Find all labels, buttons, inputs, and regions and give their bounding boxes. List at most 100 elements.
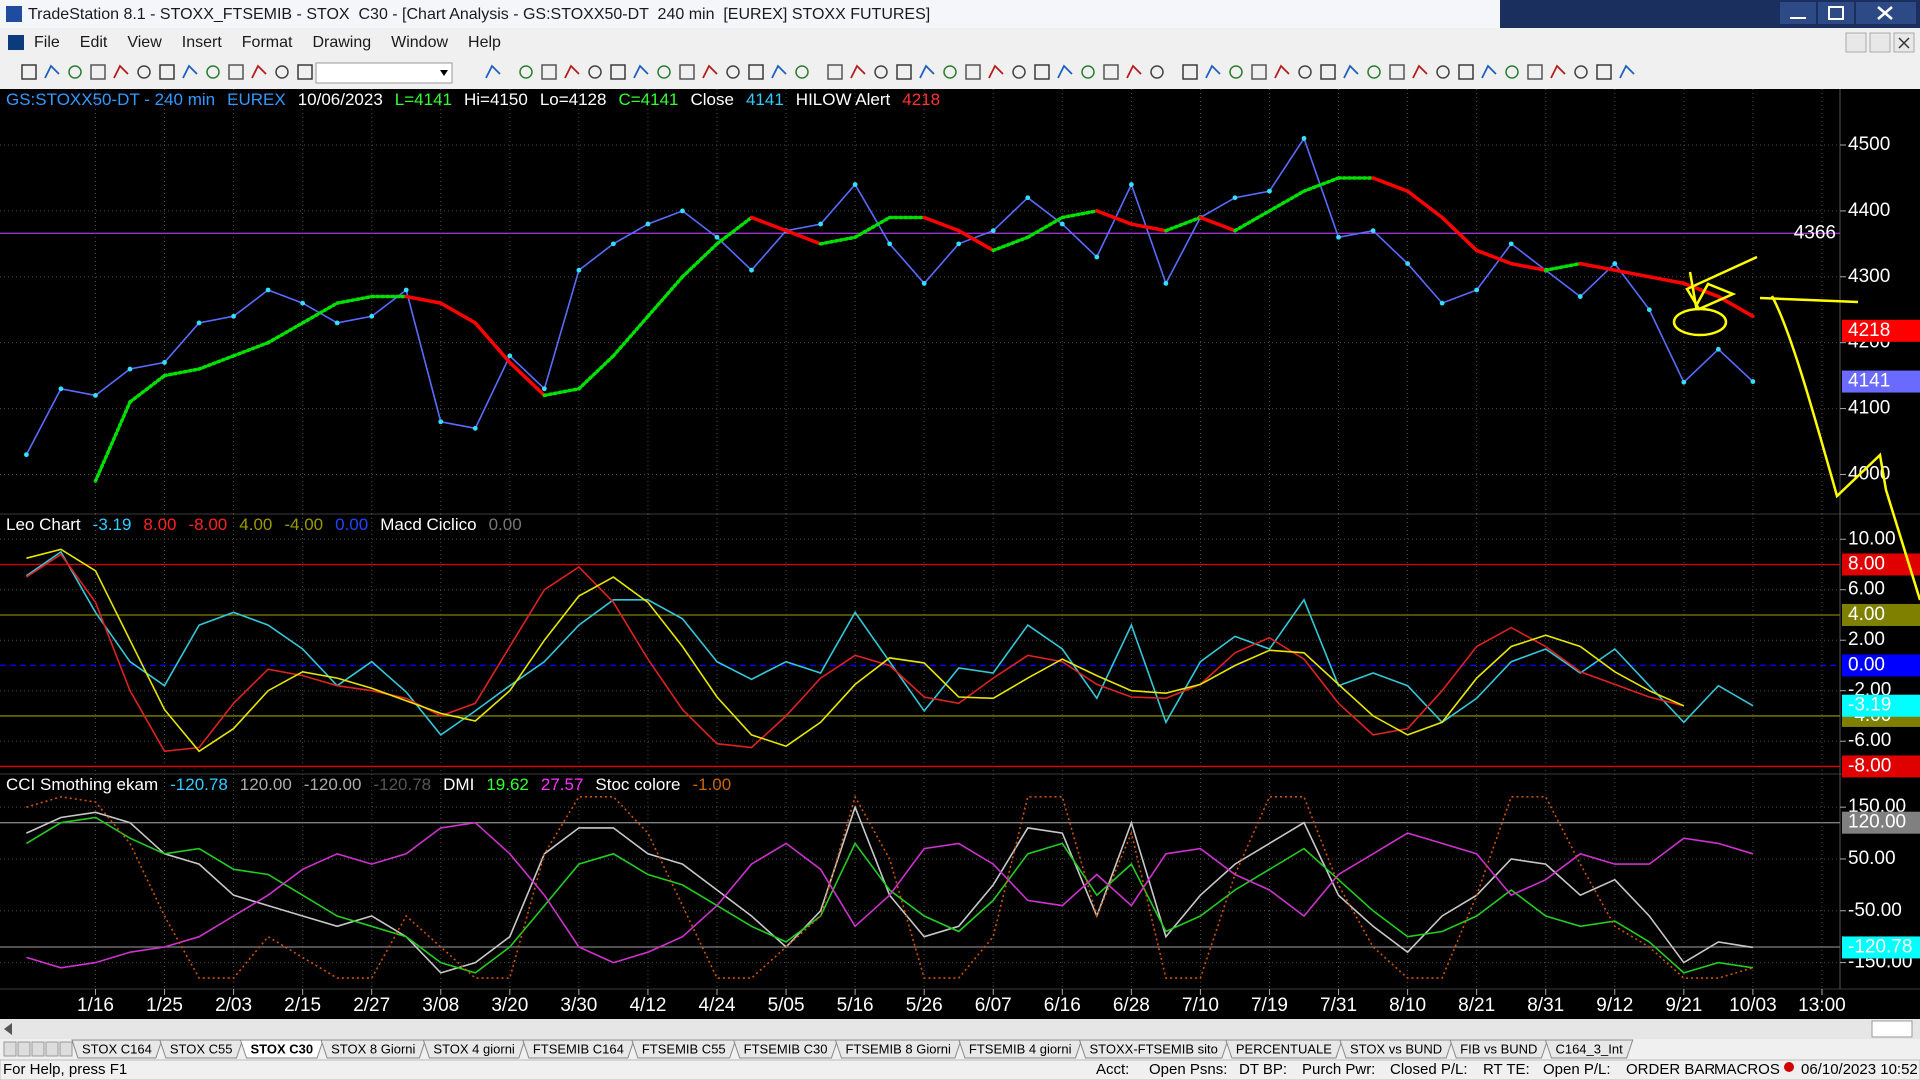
tab-nav-button[interactable]: [59, 1041, 73, 1057]
toolbar-icon[interactable]: [771, 64, 787, 79]
toolbar-icon[interactable]: [485, 64, 501, 79]
menu-item[interactable]: Help: [468, 34, 501, 51]
toolbar-icon[interactable]: [275, 65, 289, 79]
toolbar-icon[interactable]: [1103, 64, 1119, 80]
menu-item[interactable]: View: [127, 34, 162, 51]
toolbar-icon[interactable]: [657, 65, 671, 79]
menu-item[interactable]: File: [34, 34, 60, 51]
tab-label[interactable]: FTSEMIB C164: [533, 1041, 624, 1056]
toolbar-icon[interactable]: [1081, 65, 1095, 79]
toolbar-icon[interactable]: [541, 64, 557, 80]
toolbar-icon[interactable]: [850, 64, 866, 79]
tab-nav-button[interactable]: [31, 1041, 45, 1057]
tab-label[interactable]: C164_3_Int: [1555, 1041, 1623, 1056]
tab-label[interactable]: FTSEMIB C30: [744, 1041, 828, 1056]
toolbar-icon[interactable]: [633, 64, 649, 79]
toolbar-icon[interactable]: [1481, 64, 1497, 79]
mdi-minimize[interactable]: [1845, 32, 1867, 53]
tab[interactable]: [71, 1039, 163, 1059]
minimize-button[interactable]: [1780, 2, 1816, 24]
toolbar-icon[interactable]: [21, 64, 37, 80]
toolbar-icon[interactable]: [90, 64, 106, 80]
toolbar-icon[interactable]: [44, 64, 60, 79]
tab-label[interactable]: STOX vs BUND: [1350, 1041, 1442, 1056]
tab-label[interactable]: STOX 4 giorni: [433, 1041, 515, 1056]
menu-item[interactable]: Drawing: [312, 34, 371, 51]
tab-nav-button[interactable]: [45, 1041, 59, 1057]
toolbar-icon[interactable]: [610, 64, 626, 80]
toolbar-icon[interactable]: [1596, 64, 1612, 80]
toolbar-icon[interactable]: [1320, 64, 1336, 80]
toolbar-icon[interactable]: [182, 64, 198, 79]
toolbar-icon[interactable]: [1436, 65, 1450, 79]
menu-item[interactable]: Format: [242, 34, 293, 51]
maximize-button[interactable]: [1818, 2, 1854, 24]
toolbar-icon[interactable]: [1389, 64, 1405, 80]
tab[interactable]: [1544, 1039, 1634, 1059]
tab[interactable]: [631, 1039, 737, 1059]
toolbar-icon[interactable]: [748, 64, 764, 80]
order-bar[interactable]: ORDER BAR: [1626, 1061, 1715, 1078]
toolbar-icon[interactable]: [679, 64, 695, 80]
toolbar-icon[interactable]: [519, 65, 533, 79]
toolbar-icon[interactable]: [1574, 65, 1588, 79]
tab[interactable]: [159, 1039, 244, 1059]
tab[interactable]: [834, 1039, 962, 1059]
h-scrollbar[interactable]: [0, 1019, 1920, 1039]
toolbar-icon[interactable]: [702, 64, 718, 79]
toolbar-icon[interactable]: [588, 65, 602, 79]
toolbar-icon[interactable]: [1412, 64, 1428, 79]
tab[interactable]: [1225, 1039, 1343, 1059]
toolbar-icon[interactable]: [1229, 65, 1243, 79]
tab-nav-button[interactable]: [3, 1041, 17, 1057]
toolbar-icon[interactable]: [564, 64, 580, 79]
toolbar-icon[interactable]: [113, 64, 129, 79]
toolbar-icon[interactable]: [297, 64, 313, 80]
toolbar-icon[interactable]: [827, 64, 843, 80]
toolbar-icon[interactable]: [228, 64, 244, 80]
macros[interactable]: MACROS: [1714, 1061, 1780, 1078]
toolbar-icon[interactable]: [137, 65, 151, 79]
symbol-combo[interactable]: [315, 62, 453, 84]
toolbar-icon[interactable]: [1126, 64, 1142, 79]
toolbar-icon[interactable]: [1034, 64, 1050, 80]
toolbar-icon[interactable]: [965, 64, 981, 80]
tab-label[interactable]: STOX C164: [82, 1041, 152, 1056]
toolbar-icon[interactable]: [1182, 64, 1198, 80]
tab[interactable]: [522, 1039, 635, 1059]
toolbar-icon[interactable]: [988, 64, 1004, 79]
tab-label[interactable]: FTSEMIB C55: [642, 1041, 726, 1056]
toolbar-icon[interactable]: [795, 65, 809, 79]
toolbar-icon[interactable]: [1367, 65, 1381, 79]
tab[interactable]: [1078, 1039, 1229, 1059]
tab[interactable]: [320, 1039, 427, 1059]
toolbar-icon[interactable]: [1527, 64, 1543, 80]
toolbar-icon[interactable]: [251, 64, 267, 79]
toolbar-icon[interactable]: [1057, 64, 1073, 79]
menu-item[interactable]: Insert: [182, 34, 223, 51]
tab[interactable]: [732, 1039, 839, 1059]
tab-label[interactable]: STOX 8 Giorni: [331, 1041, 415, 1056]
toolbar-icon[interactable]: [1550, 64, 1566, 79]
tab[interactable]: [239, 1039, 324, 1059]
scroll-left[interactable]: [4, 1023, 12, 1035]
toolbar-icon[interactable]: [874, 65, 888, 79]
toolbar-icon[interactable]: [68, 65, 82, 79]
tab[interactable]: [1339, 1039, 1453, 1059]
tab-label[interactable]: STOX C55: [170, 1041, 233, 1056]
tab-nav-button[interactable]: [17, 1041, 31, 1057]
menu-item[interactable]: Window: [391, 34, 448, 51]
tab-label[interactable]: STOX C30: [250, 1041, 313, 1056]
toolbar-icon[interactable]: [896, 64, 912, 80]
toolbar-icon[interactable]: [1298, 65, 1312, 79]
toolbar-icon[interactable]: [1150, 65, 1164, 79]
toolbar-icon[interactable]: [1251, 64, 1267, 80]
toolbar-icon[interactable]: [1274, 64, 1290, 79]
toolbar-icon[interactable]: [206, 65, 220, 79]
tab-label[interactable]: FTSEMIB 8 Giorni: [845, 1041, 951, 1056]
tab-label[interactable]: STOXX-FTSEMIB sito: [1090, 1041, 1218, 1056]
toolbar-icon[interactable]: [1458, 64, 1474, 80]
toolbar-icon[interactable]: [1505, 65, 1519, 79]
toolbar-icon[interactable]: [159, 64, 175, 80]
menu-item[interactable]: Edit: [80, 34, 108, 51]
